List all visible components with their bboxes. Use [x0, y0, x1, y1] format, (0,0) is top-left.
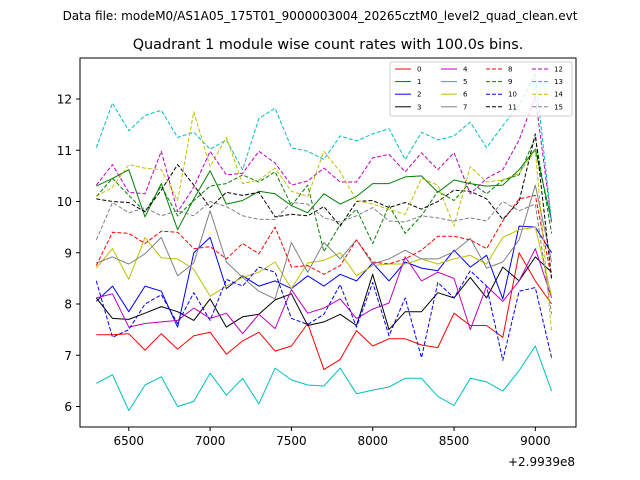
legend-label-4: 4 [463, 66, 468, 74]
x-tick-label: 9000 [520, 434, 551, 448]
y-tick-label: 8 [64, 298, 72, 312]
y-tick-label: 11 [57, 144, 72, 158]
series-line-14 [96, 111, 553, 333]
x-tick-label: 8000 [357, 434, 388, 448]
x-axis: 6500 7000 7500 8000 8500 9000 [114, 427, 551, 448]
legend-label-0: 0 [417, 66, 421, 74]
series-line-10 [95, 266, 553, 361]
legend-label-15: 15 [554, 103, 563, 111]
series-line-1 [96, 148, 553, 231]
legend-label-12: 12 [554, 66, 563, 74]
legend-label-9: 9 [508, 78, 512, 86]
y-tick-label: 9 [64, 246, 72, 260]
legend-label-5: 5 [463, 78, 467, 86]
legend-label-1: 1 [417, 78, 421, 86]
series-line-7 [96, 184, 553, 300]
legend-label-7: 7 [463, 103, 467, 111]
series-line-11 [96, 133, 553, 279]
legend-label-8: 8 [508, 66, 512, 74]
y-tick-label: 6 [64, 400, 72, 414]
legend-label-2: 2 [417, 91, 421, 99]
data-file-subtitle: Data file: modeM0/AS1A05_175T01_90000030… [63, 9, 578, 23]
series-line-5 [96, 345, 553, 412]
series-line-2 [95, 225, 553, 328]
x-tick-label: 8500 [439, 434, 470, 448]
series-line-3 [95, 256, 552, 331]
series-line-13 [95, 73, 553, 223]
plot-lines [95, 73, 553, 412]
y-axis: 6 7 8 9 10 11 12 [57, 93, 80, 414]
legend-box [389, 61, 573, 117]
x-offset-label: +2.9939e8 [508, 455, 575, 469]
legend-label-14: 14 [554, 91, 563, 99]
series-line-6 [95, 226, 553, 297]
legend-label-11: 11 [508, 103, 517, 111]
legend-label-10: 10 [508, 91, 517, 99]
series-line-9 [95, 136, 553, 253]
legend-label-13: 13 [554, 78, 563, 86]
legend-label-3: 3 [417, 103, 421, 111]
x-tick-label: 7000 [195, 434, 226, 448]
legend-label-6: 6 [463, 91, 468, 99]
y-tick-label: 12 [57, 93, 72, 107]
series-line-12 [95, 95, 553, 224]
y-tick-label: 10 [57, 195, 72, 209]
plot-frame [79, 57, 577, 428]
series-line-4 [96, 248, 553, 335]
series-line-0 [96, 252, 553, 371]
x-tick-label: 6500 [114, 434, 145, 448]
chart-title: Quadrant 1 module wise count rates with … [133, 37, 524, 53]
series-line-8 [95, 194, 553, 279]
x-tick-label: 7500 [276, 434, 307, 448]
y-tick-label: 7 [64, 349, 72, 363]
